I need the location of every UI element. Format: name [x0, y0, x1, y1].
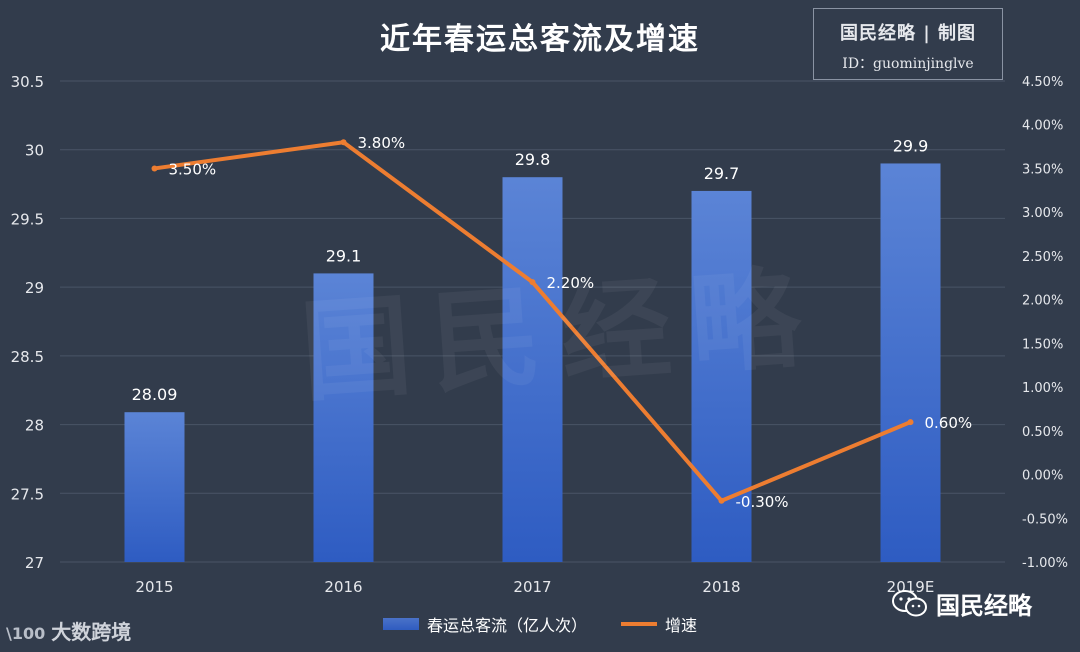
credit-badge-line2: ID：guominjinglve	[842, 56, 974, 72]
y-left-tick-label: 30.5	[11, 73, 44, 91]
y-left-tick-label: 27	[25, 554, 44, 572]
logo-left-mark: \100	[6, 624, 46, 643]
chart-title: 近年春运总客流及增速	[380, 22, 700, 57]
x-tick-label: 2015	[135, 578, 173, 596]
bar-value-label: 29.7	[704, 164, 740, 183]
legend: 春运总客流（亿人次） 增速	[0, 612, 1080, 636]
line-point	[907, 419, 914, 426]
wechat-icon	[892, 589, 927, 616]
y-left-tick-label: 27.5	[11, 485, 44, 503]
legend-item-line: 增速	[621, 612, 697, 636]
y-left-tick-label: 29.5	[11, 210, 44, 228]
line-point	[529, 279, 536, 286]
logo-right: 国民经略	[892, 586, 1032, 621]
bar-value-label: 29.9	[893, 136, 929, 155]
x-tick-label: 2016	[324, 578, 362, 596]
logo-left: \100 大数跨境	[6, 616, 131, 645]
line-value-label: 0.60%	[925, 414, 973, 432]
legend-bar-swatch	[382, 618, 419, 630]
y-right-tick-label: 1.00%	[1022, 381, 1063, 396]
bar	[880, 163, 941, 562]
y-right-tick-label: 0.50%	[1022, 425, 1063, 440]
legend-line-label: 增速	[665, 616, 698, 635]
line-value-label: 2.20%	[547, 274, 595, 292]
y-right-tick-label: -1.00%	[1022, 556, 1068, 571]
bar-value-label: 29.8	[515, 150, 551, 169]
credit-badge: 国民经略 | 制图 ID：guominjinglve	[813, 8, 1003, 80]
y-left-tick-label: 30	[25, 142, 44, 160]
y-left-tick-label: 29	[25, 279, 44, 297]
line-point	[151, 165, 158, 172]
line-value-label: 3.80%	[358, 134, 406, 152]
y-right-tick-label: -0.50%	[1022, 512, 1068, 527]
x-tick-label: 2017	[513, 578, 551, 596]
x-tick-label: 2018	[702, 578, 740, 596]
legend-item-bar: 春运总客流（亿人次）	[382, 612, 587, 636]
legend-line-swatch	[621, 622, 657, 626]
y-left-tick-label: 28	[25, 417, 44, 435]
bar	[502, 177, 563, 562]
y-right-tick-label: 4.00%	[1022, 119, 1063, 134]
bar	[124, 412, 185, 562]
logo-left-text: 大数跨境	[51, 620, 132, 644]
line-point	[340, 139, 347, 146]
y-right-tick-label: 1.50%	[1022, 337, 1063, 352]
y-right-tick-label: 3.00%	[1022, 206, 1063, 221]
y-right-tick-label: 4.50%	[1022, 75, 1063, 90]
y-right-tick-label: 2.50%	[1022, 250, 1063, 265]
y-right-tick-label: 2.00%	[1022, 294, 1063, 309]
line-value-label: -0.30%	[736, 493, 789, 511]
line-point	[718, 497, 725, 504]
credit-badge-line1: 国民经略 | 制图	[839, 23, 977, 44]
line-value-label: 3.50%	[169, 160, 217, 178]
bar-value-label: 28.09	[132, 385, 178, 404]
y-right-tick-label: 0.00%	[1022, 469, 1063, 484]
bar-value-label: 29.1	[326, 246, 362, 265]
bar	[313, 273, 374, 562]
y-right-tick-label: 3.50%	[1022, 162, 1063, 177]
logo-right-text: 国民经略	[936, 592, 1032, 620]
y-left-tick-label: 28.5	[11, 348, 44, 366]
legend-bar-label: 春运总客流（亿人次）	[426, 616, 587, 635]
